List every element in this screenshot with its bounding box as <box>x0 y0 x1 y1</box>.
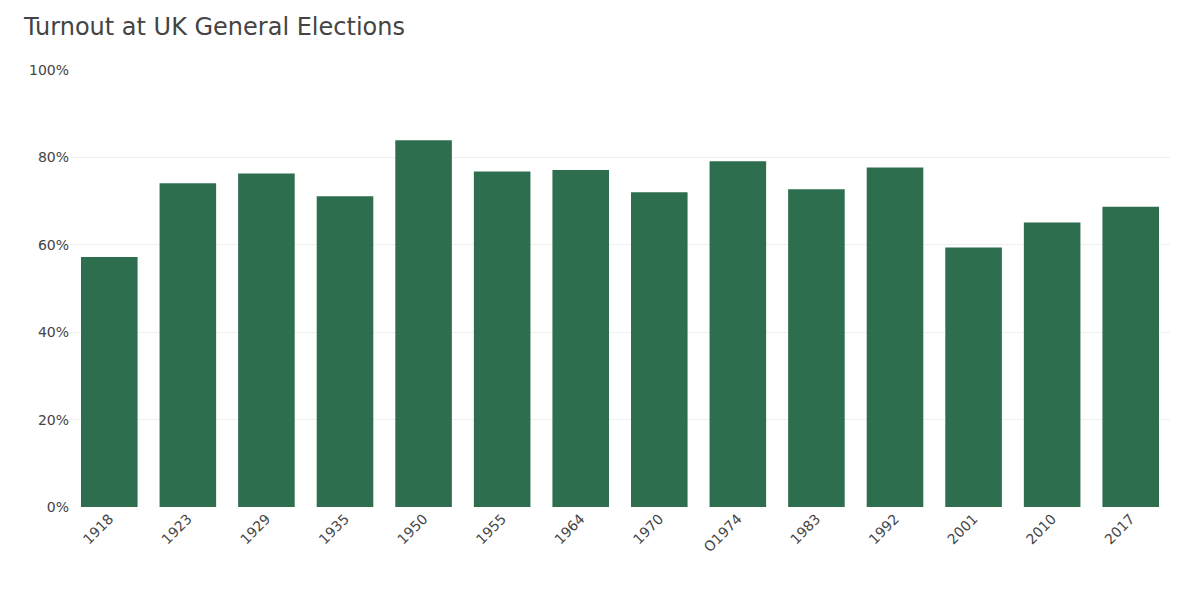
svg-text:1992: 1992 <box>866 511 903 548</box>
svg-text:40%: 40% <box>38 324 69 340</box>
svg-text:O1974: O1974 <box>701 511 745 555</box>
svg-text:Turnout at UK General Election: Turnout at UK General Elections <box>23 13 405 41</box>
svg-text:1923: 1923 <box>158 511 195 548</box>
svg-text:1955: 1955 <box>473 511 510 548</box>
svg-text:60%: 60% <box>38 237 69 253</box>
svg-text:20%: 20% <box>38 412 69 428</box>
svg-text:1929: 1929 <box>237 511 274 548</box>
svg-text:1935: 1935 <box>316 511 353 548</box>
svg-text:1950: 1950 <box>394 511 431 548</box>
svg-text:80%: 80% <box>38 149 69 165</box>
svg-text:100%: 100% <box>29 62 69 78</box>
svg-text:1964: 1964 <box>551 511 588 548</box>
svg-text:1983: 1983 <box>787 511 824 548</box>
svg-text:1918: 1918 <box>80 511 117 548</box>
svg-text:0%: 0% <box>47 499 69 515</box>
svg-text:2010: 2010 <box>1023 511 1060 548</box>
svg-text:2001: 2001 <box>944 511 981 548</box>
svg-text:1970: 1970 <box>630 511 667 548</box>
svg-text:2017: 2017 <box>1101 511 1138 548</box>
